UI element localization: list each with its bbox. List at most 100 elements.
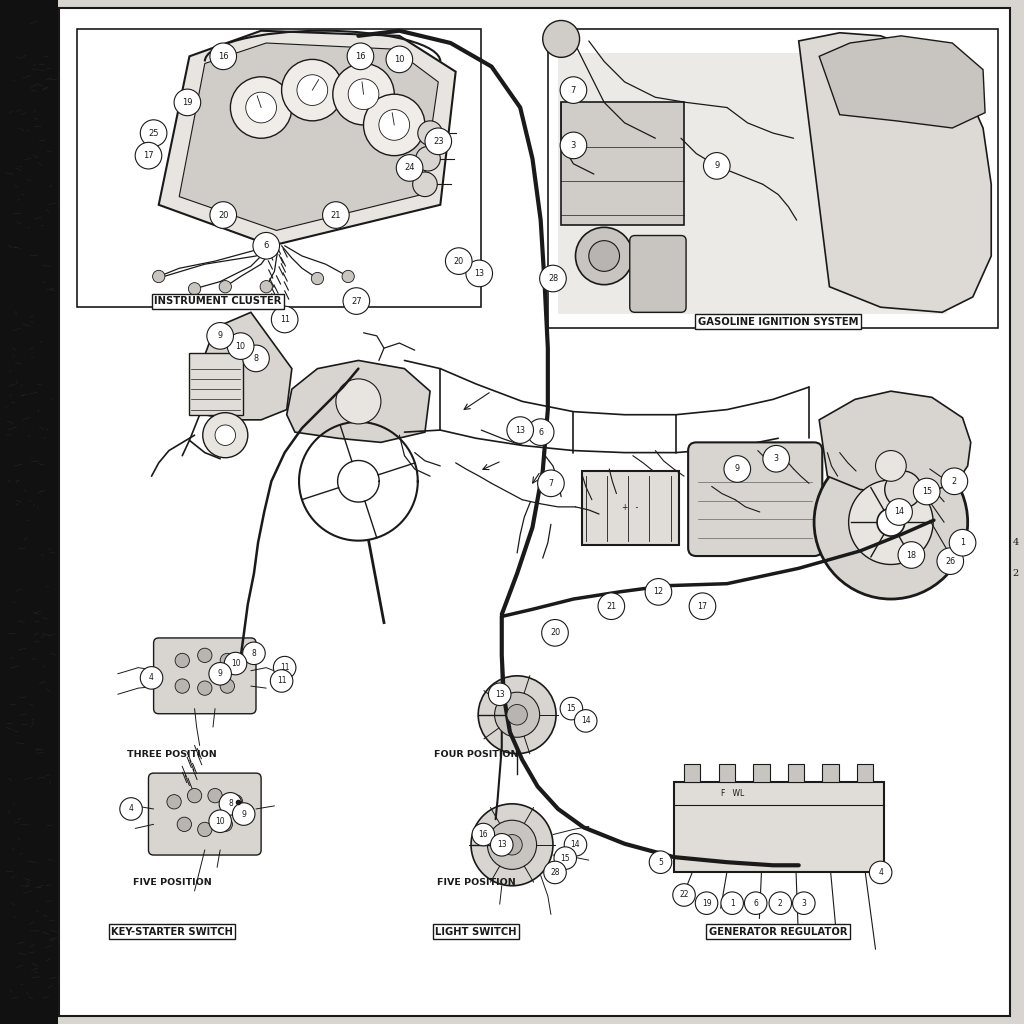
Circle shape: [471, 804, 553, 886]
Circle shape: [724, 456, 751, 482]
Circle shape: [396, 155, 423, 181]
Text: FOUR POSITION: FOUR POSITION: [434, 751, 518, 759]
Text: 15: 15: [566, 705, 577, 713]
Circle shape: [220, 653, 234, 668]
Text: 1: 1: [961, 539, 965, 547]
Circle shape: [564, 834, 587, 856]
Circle shape: [490, 834, 513, 856]
Bar: [857, 764, 873, 782]
Circle shape: [219, 281, 231, 293]
Text: 10: 10: [394, 55, 404, 63]
Text: 6: 6: [263, 242, 269, 250]
Circle shape: [210, 202, 237, 228]
Bar: [77, 29, 481, 307]
Circle shape: [507, 417, 534, 443]
Text: LIGHT SWITCH: LIGHT SWITCH: [435, 927, 517, 937]
Circle shape: [898, 542, 925, 568]
Circle shape: [673, 884, 695, 906]
Circle shape: [224, 652, 247, 675]
Circle shape: [364, 94, 425, 156]
Circle shape: [425, 128, 452, 155]
Text: 8: 8: [254, 354, 258, 362]
Circle shape: [538, 470, 564, 497]
Text: 7: 7: [570, 86, 577, 94]
Circle shape: [343, 288, 370, 314]
Polygon shape: [799, 33, 991, 312]
Circle shape: [695, 892, 718, 914]
Bar: [787, 764, 804, 782]
Text: 2: 2: [778, 899, 782, 907]
Text: 13: 13: [474, 269, 484, 278]
Circle shape: [207, 323, 233, 349]
Circle shape: [544, 861, 566, 884]
Text: 11: 11: [276, 677, 287, 685]
Circle shape: [228, 795, 243, 809]
Text: 8: 8: [252, 649, 256, 657]
Text: 10: 10: [230, 659, 241, 668]
Circle shape: [913, 478, 940, 505]
Circle shape: [246, 92, 276, 123]
Bar: [189, 353, 243, 415]
Bar: [561, 102, 684, 225]
Circle shape: [769, 892, 792, 914]
Circle shape: [311, 272, 324, 285]
Circle shape: [198, 822, 212, 837]
Text: THREE POSITION: THREE POSITION: [127, 751, 217, 759]
Text: 16: 16: [355, 52, 366, 60]
Circle shape: [543, 20, 580, 57]
Circle shape: [472, 823, 495, 846]
Text: 6: 6: [754, 899, 758, 907]
Circle shape: [575, 227, 633, 285]
Text: 13: 13: [515, 426, 525, 434]
Circle shape: [793, 892, 815, 914]
Circle shape: [744, 892, 767, 914]
Text: 16: 16: [478, 830, 488, 839]
Text: 2: 2: [951, 477, 957, 485]
Text: 14: 14: [570, 841, 581, 849]
Text: 27: 27: [351, 297, 361, 305]
Text: 8: 8: [228, 800, 232, 808]
Circle shape: [297, 75, 328, 105]
Text: GASOLINE IGNITION SYSTEM: GASOLINE IGNITION SYSTEM: [698, 316, 858, 327]
Text: 21: 21: [606, 602, 616, 610]
Text: 18: 18: [906, 551, 916, 559]
Polygon shape: [200, 312, 292, 420]
Circle shape: [342, 270, 354, 283]
Text: 3: 3: [774, 455, 778, 463]
Text: 13: 13: [495, 690, 505, 698]
Text: 4: 4: [150, 674, 154, 682]
Circle shape: [466, 260, 493, 287]
Circle shape: [198, 648, 212, 663]
Text: FIVE POSITION: FIVE POSITION: [437, 879, 515, 887]
Circle shape: [282, 59, 343, 121]
Circle shape: [227, 333, 254, 359]
Text: 15: 15: [922, 487, 932, 496]
Text: 28: 28: [550, 868, 560, 877]
Circle shape: [877, 509, 905, 537]
Circle shape: [203, 413, 248, 458]
Text: 9: 9: [218, 670, 222, 678]
Circle shape: [478, 676, 556, 754]
Text: 5: 5: [658, 858, 663, 866]
Text: FIVE POSITION: FIVE POSITION: [133, 879, 211, 887]
Circle shape: [445, 248, 472, 274]
Circle shape: [120, 798, 142, 820]
Bar: [548, 29, 998, 328]
Text: 12: 12: [653, 588, 664, 596]
Circle shape: [271, 306, 298, 333]
Text: 28: 28: [548, 274, 558, 283]
Circle shape: [507, 705, 527, 725]
Text: INSTRUMENT CLUSTER: INSTRUMENT CLUSTER: [155, 296, 282, 306]
Text: 6: 6: [539, 428, 543, 436]
Circle shape: [210, 43, 237, 70]
FancyBboxPatch shape: [630, 236, 686, 312]
Text: 9: 9: [714, 162, 720, 170]
Text: 3: 3: [570, 141, 577, 150]
Text: 10: 10: [236, 342, 246, 350]
Circle shape: [333, 63, 394, 125]
Circle shape: [649, 851, 672, 873]
Circle shape: [188, 283, 201, 295]
Circle shape: [336, 379, 381, 424]
Circle shape: [574, 710, 597, 732]
Circle shape: [232, 803, 255, 825]
